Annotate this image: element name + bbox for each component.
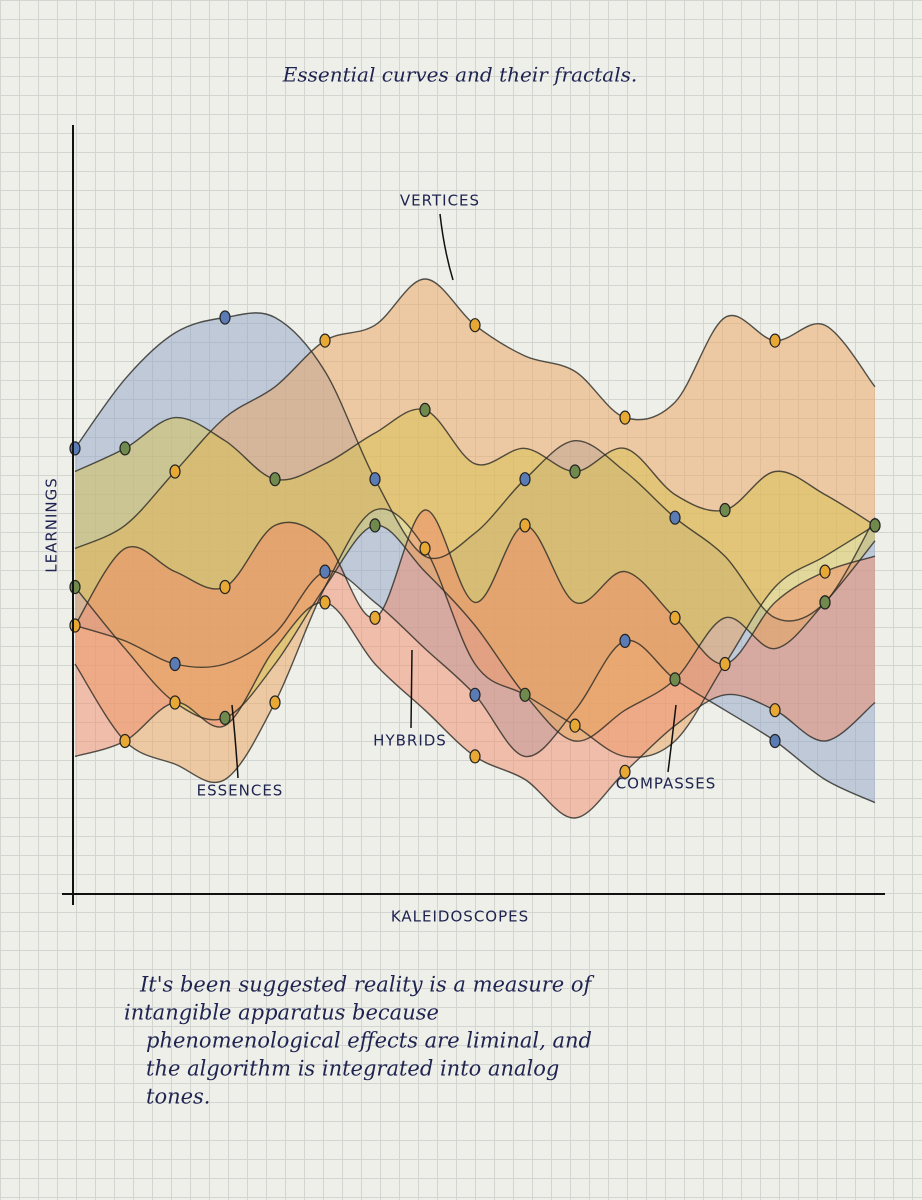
caption-line: intangible apparatus because	[124, 1001, 439, 1025]
point-marker	[469, 749, 481, 764]
point-marker	[319, 564, 331, 579]
point-marker	[269, 472, 281, 487]
point-marker	[669, 510, 681, 525]
point-marker	[419, 402, 431, 417]
y-axis-label: LEARNINGS	[43, 477, 61, 573]
point-marker	[819, 564, 831, 579]
point-marker	[319, 595, 331, 610]
point-marker	[369, 472, 381, 487]
point-marker	[519, 687, 531, 702]
leader-line	[667, 704, 677, 773]
caption-line: It's been suggested reality is a measure…	[139, 973, 595, 997]
point-marker	[219, 579, 231, 595]
point-marker	[719, 656, 731, 672]
point-marker	[819, 595, 831, 610]
point-marker	[169, 464, 181, 479]
point-marker	[569, 718, 581, 733]
point-marker	[469, 687, 481, 702]
annotation: ESSENCES	[197, 782, 284, 800]
annotation: VERTICES	[400, 192, 480, 210]
leader-line	[410, 649, 413, 729]
point-marker	[619, 633, 631, 649]
point-marker	[119, 441, 131, 456]
point-marker	[519, 472, 531, 487]
point-marker	[219, 710, 231, 726]
band-edge	[74, 408, 876, 526]
x-axis-label: KALEIDOSCOPES	[391, 908, 529, 926]
point-marker	[69, 618, 81, 633]
point-marker	[619, 764, 631, 779]
caption-line: phenomenological effects are liminal, an…	[146, 1029, 592, 1053]
point-marker	[619, 410, 631, 425]
band-edge	[74, 601, 876, 819]
band-edge	[74, 524, 876, 742]
leader-line	[439, 213, 454, 281]
point-marker	[769, 703, 781, 718]
point-marker	[469, 318, 481, 333]
point-marker	[219, 310, 231, 325]
bands	[69, 278, 881, 819]
point-marker	[519, 518, 531, 533]
point-marker	[769, 333, 781, 348]
point-marker	[69, 441, 81, 456]
point-marker	[319, 333, 331, 348]
band-edge	[74, 508, 876, 784]
point-marker	[369, 610, 381, 625]
point-marker	[869, 518, 881, 533]
point-marker	[69, 579, 81, 595]
point-marker	[169, 656, 181, 672]
chart-title: Essential curves and their fractals.	[282, 63, 637, 87]
caption-line: tones.	[146, 1085, 211, 1109]
point-marker	[669, 610, 681, 625]
point-marker	[769, 733, 781, 749]
point-marker	[569, 464, 581, 479]
band-edge	[74, 312, 876, 622]
caption-line: the algorithm is integrated into analog	[146, 1057, 559, 1081]
point-marker	[419, 541, 431, 556]
leader-line	[231, 704, 239, 779]
point-marker	[269, 695, 281, 710]
annotation: HYBRIDS	[373, 732, 447, 750]
point-marker	[719, 502, 731, 518]
point-marker	[369, 518, 381, 533]
point-marker	[669, 672, 681, 687]
point-marker	[169, 695, 181, 710]
annotation: COMPASSES	[616, 775, 717, 793]
point-marker	[119, 733, 131, 749]
